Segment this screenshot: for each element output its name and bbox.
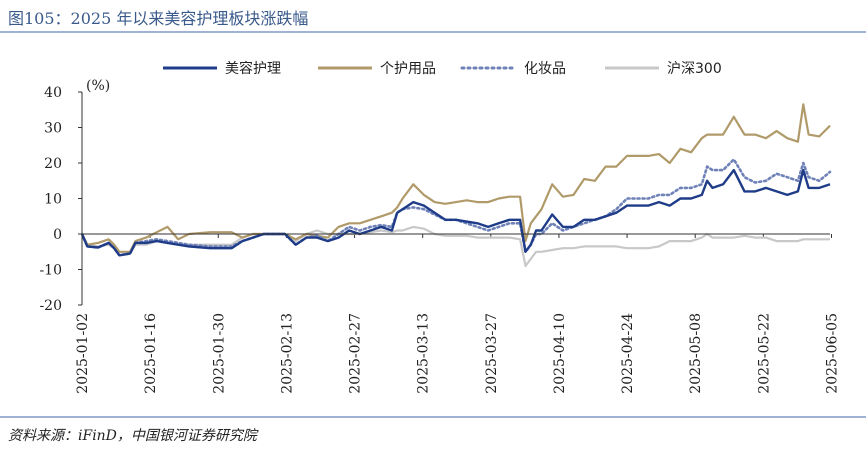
x-tick-label: 2025-05-22 bbox=[756, 313, 772, 394]
page-title: 图105：2025 年以来美容护理板块涨跌幅 bbox=[8, 9, 309, 28]
x-tick-label: 2025-03-13 bbox=[416, 313, 432, 394]
x-tick-label: 2025-04-24 bbox=[620, 313, 636, 394]
chart-legend: 美容护理 个护用品 化妆品 沪深300 bbox=[163, 60, 722, 77]
legend-label: 个护用品 bbox=[380, 61, 436, 77]
x-tick-label: 2025-01-30 bbox=[211, 313, 227, 394]
x-tick-label: 2025-06-05 bbox=[824, 313, 840, 394]
y-axis-ticks: 40 30 20 10 0 -10 -20 bbox=[39, 85, 82, 314]
legend-label: 化妆品 bbox=[524, 61, 566, 77]
series-line bbox=[80, 168, 831, 257]
x-tick-label: 2025-05-08 bbox=[688, 313, 704, 394]
x-tick-label: 2025-03-27 bbox=[484, 313, 500, 394]
x-tick-label: 2025-02-13 bbox=[279, 313, 295, 394]
legend-label: 美容护理 bbox=[225, 60, 281, 77]
series-line bbox=[80, 158, 832, 257]
x-tick-label: 2025-04-10 bbox=[552, 313, 568, 394]
y-tick-label: 30 bbox=[44, 121, 62, 137]
source-note: 资料来源：iFinD，中国银河证券研究院 bbox=[8, 428, 257, 444]
title-divider bbox=[0, 31, 866, 33]
footer-divider bbox=[0, 416, 866, 418]
y-tick-label: 40 bbox=[44, 85, 62, 101]
y-tick-label: 20 bbox=[44, 156, 62, 172]
x-tick-label: 2025-01-02 bbox=[75, 313, 91, 394]
y-tick-label: -10 bbox=[39, 263, 62, 279]
y-axis-unit-label: (%) bbox=[86, 78, 110, 94]
y-tick-label: 0 bbox=[53, 227, 62, 243]
series-lines bbox=[80, 103, 832, 267]
x-tick-label: 2025-02-27 bbox=[348, 313, 364, 394]
x-tick-label: 2025-01-16 bbox=[143, 313, 159, 394]
series-line bbox=[81, 103, 831, 253]
y-tick-label: 10 bbox=[44, 192, 62, 208]
x-axis-ticks: 2025-01-02 2025-01-16 2025-01-30 2025-02-13… bbox=[75, 234, 840, 394]
legend-label: 沪深300 bbox=[667, 61, 722, 77]
y-tick-label: -20 bbox=[39, 298, 62, 314]
